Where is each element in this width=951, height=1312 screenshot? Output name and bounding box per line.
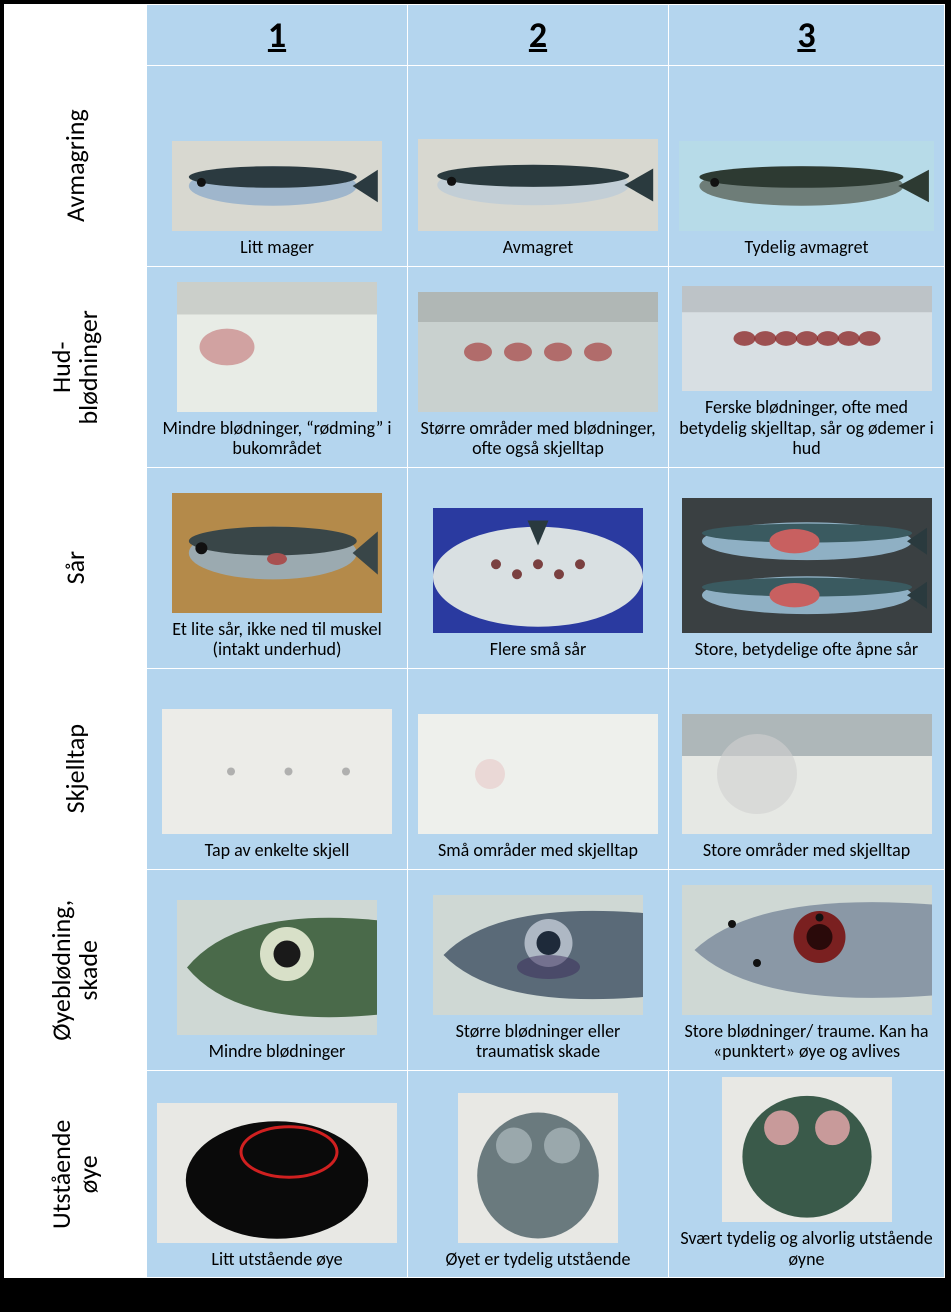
cell-caption: Mindre blødninger, “rødming” i bukområde… xyxy=(157,418,397,459)
grid-row: Hud-blødninger Mindre blødninger, “rødmi… xyxy=(5,267,945,468)
grid-cell: Store, betydelige ofte åpne sår xyxy=(669,468,945,669)
cell-caption: Svært tydelig og alvorlig utstående øyne xyxy=(679,1228,934,1269)
cell-caption: Større blødninger eller traumatisk skade xyxy=(418,1021,658,1062)
grid-cell: Svært tydelig og alvorlig utstående øyne xyxy=(669,1071,945,1278)
cell-caption: Øyet er tydelig utstående xyxy=(446,1249,631,1270)
header-spacer xyxy=(5,5,147,66)
grid-cell: Ferske blødninger, ofte med betydelig sk… xyxy=(669,267,945,468)
example-image xyxy=(418,139,658,231)
cell-caption: Ferske blødninger, ofte med betydelig sk… xyxy=(679,397,934,459)
example-image xyxy=(682,286,932,391)
cell-caption: Litt mager xyxy=(240,237,314,258)
cell-caption: Store områder med skjelltap xyxy=(703,840,910,861)
grid-cell: Tydelig avmagret xyxy=(669,66,945,267)
col-header-2: 2 xyxy=(408,5,669,66)
grid-cell: Mindre blødninger xyxy=(147,870,408,1071)
grid-cell: Et lite sår, ikke ned til muskel (intakt… xyxy=(147,468,408,669)
grid-row: Avmagring Litt mager Avmagret Tydelig av… xyxy=(5,66,945,267)
example-image xyxy=(172,141,382,231)
row-label: Skjelltap xyxy=(5,669,147,870)
example-image xyxy=(433,508,643,633)
example-image xyxy=(177,282,377,412)
grid-row: Øyeblødning,skade Mindre blødninger Stør… xyxy=(5,870,945,1071)
example-image xyxy=(722,1077,892,1222)
example-image xyxy=(682,498,932,633)
cell-caption: Tydelig avmagret xyxy=(745,237,869,258)
header-row: 1 2 3 xyxy=(5,5,945,66)
cell-caption: Små områder med skjelltap xyxy=(438,840,638,861)
grid-cell: Flere små sår xyxy=(408,468,669,669)
grid-cell: Avmagret xyxy=(408,66,669,267)
cell-caption: Avmagret xyxy=(503,237,574,258)
grid-cell: Mindre blødninger, “rødming” i bukområde… xyxy=(147,267,408,468)
cell-caption: Store blødninger/ traume. Kan ha «punkte… xyxy=(679,1021,934,1062)
cell-caption: Større områder med blødninger, ofte også… xyxy=(418,418,658,459)
example-image xyxy=(682,885,932,1015)
row-label: Hud-blødninger xyxy=(5,267,147,468)
row-label: Sår xyxy=(5,468,147,669)
cell-caption: Et lite sår, ikke ned til muskel (intakt… xyxy=(157,619,397,660)
row-label: Utståendeøye xyxy=(5,1071,147,1278)
cell-caption: Tap av enkelte skjell xyxy=(205,840,350,861)
example-image xyxy=(679,141,934,231)
row-label: Øyeblødning,skade xyxy=(5,870,147,1071)
grid-cell: Tap av enkelte skjell xyxy=(147,669,408,870)
example-image xyxy=(418,292,658,412)
cell-caption: Flere små sår xyxy=(490,639,586,660)
grid-row: Skjelltap Tap av enkelte skjell Små område… xyxy=(5,669,945,870)
cell-caption: Store, betydelige ofte åpne sår xyxy=(695,639,918,660)
grid-cell: Øyet er tydelig utstående xyxy=(408,1071,669,1278)
example-image xyxy=(433,895,643,1015)
example-image xyxy=(157,1103,397,1243)
grid-table: 1 2 3 Avmagring Litt mager Avmagret Tyde… xyxy=(4,4,945,1278)
grid-cell: Litt utstående øye xyxy=(147,1071,408,1278)
grid-cell: Store områder med skjelltap xyxy=(669,669,945,870)
grid-cell: Små områder med skjelltap xyxy=(408,669,669,870)
example-image xyxy=(162,709,392,834)
grid-cell: Litt mager xyxy=(147,66,408,267)
cell-caption: Mindre blødninger xyxy=(209,1041,346,1062)
grid-cell: Større områder med blødninger, ofte også… xyxy=(408,267,669,468)
row-label: Avmagring xyxy=(5,66,147,267)
grid-row: Utståendeøye Litt utstående øye Øyet er … xyxy=(5,1071,945,1278)
example-image xyxy=(172,493,382,613)
scoring-chart: 1 2 3 Avmagring Litt mager Avmagret Tyde… xyxy=(0,0,943,1282)
example-image xyxy=(177,900,377,1035)
example-image xyxy=(458,1093,618,1243)
example-image xyxy=(682,714,932,834)
grid-row: Sår Et lite sår, ikke ned til muskel (in… xyxy=(5,468,945,669)
example-image xyxy=(418,714,658,834)
grid-cell: Større blødninger eller traumatisk skade xyxy=(408,870,669,1071)
grid-cell: Store blødninger/ traume. Kan ha «punkte… xyxy=(669,870,945,1071)
col-header-3: 3 xyxy=(669,5,945,66)
col-header-1: 1 xyxy=(147,5,408,66)
cell-caption: Litt utstående øye xyxy=(211,1249,342,1270)
